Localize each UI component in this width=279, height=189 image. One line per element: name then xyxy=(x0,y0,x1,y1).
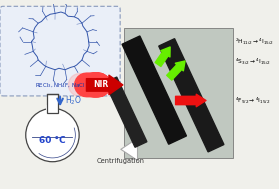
Text: RECl$_3$, NH$_4$F, NaCl: RECl$_3$, NH$_4$F, NaCl xyxy=(35,81,85,90)
FancyArrowPatch shape xyxy=(167,61,185,80)
Text: $^2$H$_{11/2}$$\rightarrow$$^4$I$_{15/2}$: $^2$H$_{11/2}$$\rightarrow$$^4$I$_{15/2}… xyxy=(235,36,274,46)
Polygon shape xyxy=(159,39,224,152)
Bar xyxy=(46,105,59,115)
Text: Centrifugation: Centrifugation xyxy=(97,158,145,164)
FancyArrowPatch shape xyxy=(155,47,170,67)
FancyArrowPatch shape xyxy=(121,138,138,160)
Text: $^4$F$_{9/2}$$\rightarrow$$^4$I$_{15/2}$: $^4$F$_{9/2}$$\rightarrow$$^4$I$_{15/2}$ xyxy=(235,96,270,105)
Polygon shape xyxy=(105,77,147,147)
Text: NIR: NIR xyxy=(93,80,109,89)
Text: $^4$S$_{3/2}$$\rightarrow$$^4$I$_{15/2}$: $^4$S$_{3/2}$$\rightarrow$$^4$I$_{15/2}$ xyxy=(235,57,270,66)
FancyBboxPatch shape xyxy=(0,6,120,96)
Bar xyxy=(47,94,58,113)
FancyArrowPatch shape xyxy=(175,94,206,107)
Circle shape xyxy=(26,108,79,162)
Circle shape xyxy=(68,74,91,96)
Polygon shape xyxy=(122,36,186,144)
FancyArrowPatch shape xyxy=(86,75,123,95)
Text: H$_2$O: H$_2$O xyxy=(65,94,82,107)
Text: 60 °C: 60 °C xyxy=(39,136,66,145)
Bar xyxy=(124,28,233,158)
